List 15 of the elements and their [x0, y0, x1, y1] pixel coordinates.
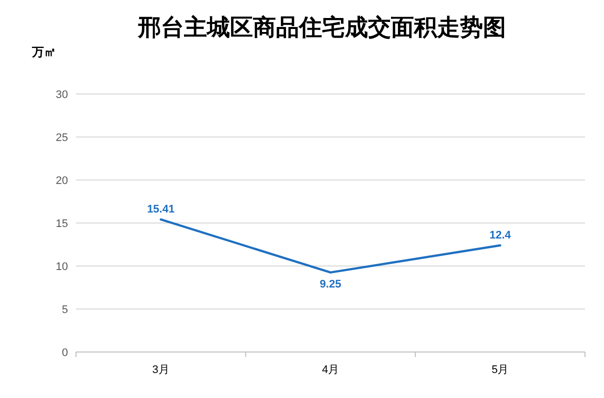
- data-label: 12.4: [489, 229, 512, 242]
- chart-title: 邢台主城区商品住宅成交面积走势图: [137, 14, 506, 41]
- y-tick-label: 15: [56, 218, 68, 230]
- y-tick-label: 5: [62, 304, 68, 316]
- y-tick-label: 25: [56, 132, 68, 144]
- x-tick-label: 4月: [322, 364, 340, 376]
- y-tick-label: 10: [56, 261, 68, 273]
- y-axis-title: 万㎡: [31, 45, 56, 59]
- x-tick-label: 5月: [492, 364, 509, 376]
- y-tick-label: 20: [56, 175, 68, 187]
- y-tick-label: 30: [56, 89, 68, 101]
- data-label: 15.41: [147, 203, 175, 216]
- x-tick-label: 3月: [152, 364, 170, 376]
- data-label: 9.25: [320, 278, 342, 290]
- y-tick-label: 0: [62, 347, 68, 359]
